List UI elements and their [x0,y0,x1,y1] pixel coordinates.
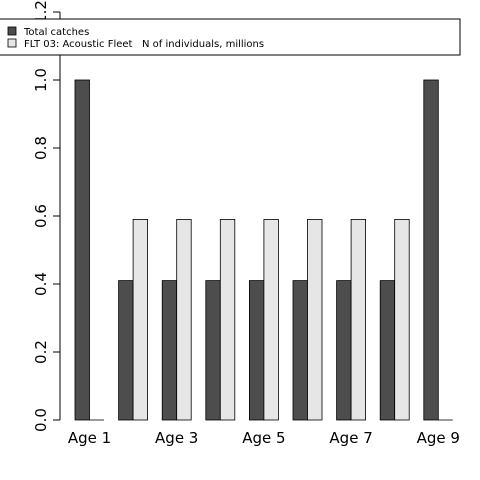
y-tick-label: 1.0 [32,68,50,92]
bar [394,218,410,421]
bars [74,79,453,421]
y-tick-label: 0.8 [32,136,50,160]
legend-label-total-catches: Total catches [23,27,89,38]
y-tick-label: 0.0 [32,408,50,432]
y-tick-label: 0.4 [32,272,50,296]
y-tick-label: 0.6 [32,204,50,228]
legend: Total catches FLT 03: Acoustic Fleet N o… [0,18,461,56]
x-tick-label: Age 3 [155,429,198,447]
y-axis: 0.0 0.2 0.4 0.6 0.8 1.0 1.2 [32,0,61,432]
legend-box [0,18,461,56]
legend-swatch-total-catches [7,26,17,36]
x-tick-label: Age 1 [68,429,111,447]
bar [132,218,149,421]
x-axis-labels: Age 1 Age 3 Age 5 Age 7 Age 9 [68,429,460,447]
bar [379,280,396,421]
bar [263,218,279,421]
bar [74,79,90,421]
bar [350,218,367,421]
legend-label-acoustic-fleet: FLT 03: Acoustic Fleet N of individuals,… [24,39,264,50]
bar [292,280,308,421]
y-tick-label: 0.2 [32,340,50,364]
x-tick-label: Age 9 [417,429,460,447]
bar [219,218,236,421]
bar [307,218,323,421]
bar [248,280,265,421]
bar [423,79,439,421]
x-tick-label: Age 7 [329,429,372,447]
legend-swatch-acoustic-fleet [7,38,17,48]
y-tick-label: 1.2 [32,0,50,24]
bar [118,280,134,421]
x-tick-label: Age 5 [242,429,285,447]
bar [336,280,352,421]
bar [205,280,221,421]
bar [161,280,178,421]
bar [176,218,192,421]
